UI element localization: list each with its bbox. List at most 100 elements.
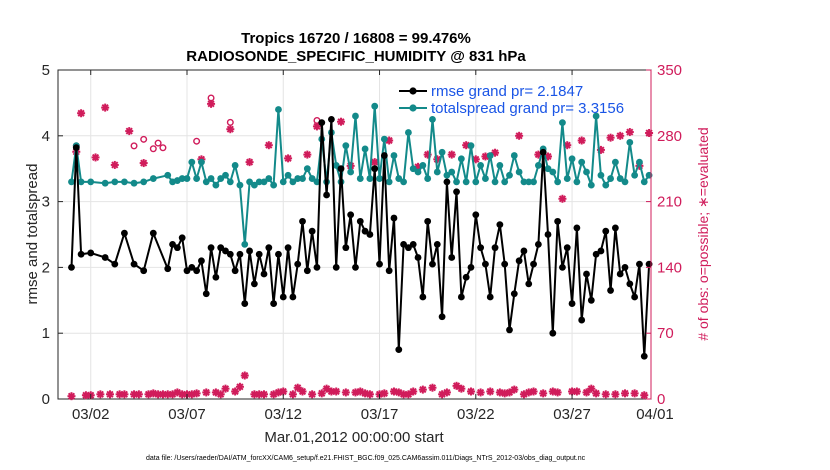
rmse-point [308,227,316,235]
obs-evaluated-marker [616,131,625,140]
rmse-point [342,244,350,252]
obs-possible-marker [154,139,162,147]
y-tick-label-right: 350 [657,62,682,79]
obs-evaluated-marker [558,194,567,203]
obs-evaluated-marker [110,160,119,169]
totalspread-point [395,175,403,182]
totalspread-point [400,178,407,186]
rmse-point [491,244,499,252]
totalspread-point [371,102,379,110]
rmse-point [241,300,249,307]
totalspread-point [111,178,119,186]
totalspread-point [578,158,586,166]
totalspread-point [491,178,499,186]
rmse-point [255,250,263,258]
obs-evaluated-marker [202,388,211,397]
y-tick-label: 2 [42,259,50,276]
totalspread-point [597,171,605,179]
totalspread-point [429,115,436,123]
rmse-point [318,119,326,127]
rmse-point [597,247,605,255]
obs-possible-marker [207,94,215,102]
totalspread-point [640,178,648,186]
obs-evaluated-marker [625,128,634,137]
obs-evaluated-marker [621,389,630,398]
rmse-point [438,313,446,321]
rmse-point [472,211,480,219]
rmse-point [534,240,542,248]
y-tick-label-right: 70 [657,325,674,342]
totalspread-point [202,178,210,186]
grid [58,70,651,399]
obs-evaluated-marker [101,103,110,112]
rmse-line [70,118,651,358]
totalspread-point [414,168,422,176]
rmse-point [520,247,528,255]
rmse-point [198,257,205,265]
obs-evaluated-marker [601,390,610,399]
rmse-point [607,287,614,294]
totalspread-point [361,145,369,153]
obs-evaluated-marker [592,389,601,398]
rmse-point [121,229,128,237]
obs-evaluated-marker [120,390,129,399]
totalspread-point [308,175,316,182]
totalspread-point [549,168,557,176]
rmse-point [231,267,239,275]
obs-evaluated-marker [139,159,148,168]
rmse-point [636,260,643,268]
rmse-point [448,254,456,261]
totalspread-point [462,178,470,186]
y-tick-label: 1 [42,325,50,342]
rmse-point [130,260,138,268]
totalspread-point [453,178,460,186]
obs-evaluated-marker [67,392,76,401]
obs-possible-marker [159,144,167,152]
totalspread-point [501,178,509,186]
rmse-point [303,267,311,275]
totalspread-point [390,152,398,159]
obs-evaluated-marker [539,389,548,398]
rmse-point [405,244,412,252]
y-tick-label: 4 [42,128,50,145]
totalspread-point [260,178,268,186]
rmse-point [352,264,359,271]
obs-evaluated-marker [332,387,341,396]
totalspread-point [275,106,282,113]
rmse-point [563,244,571,252]
totalspread-point [140,178,148,186]
totalspread-point [443,171,451,179]
x-tick-label: 04/01 [636,406,674,423]
rmse-point [626,280,634,288]
y-tick-label-right: 0 [657,391,665,408]
rmse-point [467,264,475,271]
totalspread-point [347,168,355,176]
rmse-point [284,244,292,252]
y-tick-label-right: 280 [657,128,682,145]
totalspread-point [482,175,489,182]
obs-evaluated-marker [245,158,254,167]
obs-evaluated-marker [298,387,307,396]
rmse-point [414,254,422,261]
totalspread-point [554,178,562,186]
obs-evaluated-marker [341,388,350,397]
rmse-point [265,244,273,252]
rmse-point [429,260,436,268]
totalspread-point [255,178,263,186]
y-tick-label-right: 140 [657,259,682,276]
totalspread-point [246,178,253,186]
totalspread-point [207,175,215,182]
totalspread-point [573,178,581,186]
obs-evaluated-marker [428,383,437,392]
totalspread-point [626,138,634,146]
y-axis-label: rmse and totalspread [24,164,41,305]
rmse-point [72,144,80,152]
totalspread-point [294,175,302,182]
totalspread-point [515,168,523,176]
rmse-point [217,244,225,252]
totalspread-point [279,178,287,186]
totalspread-point [621,178,629,186]
rmse-point [294,260,302,268]
rmse-point [578,316,586,324]
rmse-point [587,296,595,304]
